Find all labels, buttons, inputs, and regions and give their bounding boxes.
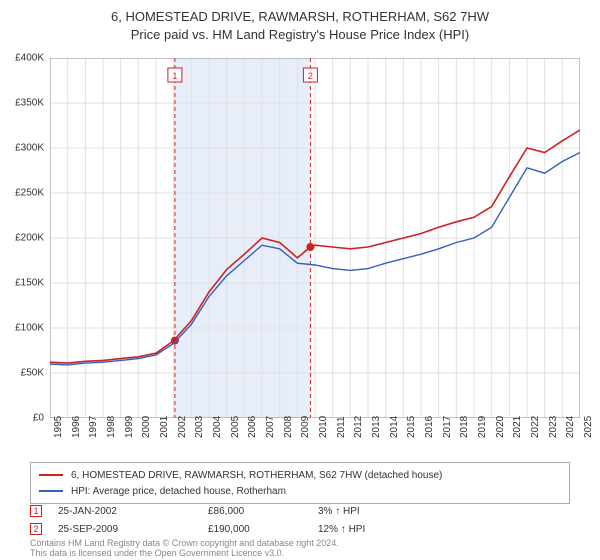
x-tick-label: 2011 [336, 416, 347, 438]
sale-marker-icon: 2 [30, 523, 42, 535]
x-tick-label: 2017 [442, 416, 453, 438]
x-tick-label: 2025 [583, 416, 594, 438]
x-tick-label: 2024 [565, 416, 576, 438]
x-tick-label: 2020 [495, 416, 506, 438]
x-tick-label: 2012 [353, 416, 364, 438]
x-tick-label: 2006 [247, 416, 258, 438]
chart-container: 6, HOMESTEAD DRIVE, RAWMARSH, ROTHERHAM,… [0, 0, 600, 560]
legend-item: HPI: Average price, detached house, Roth… [39, 483, 561, 499]
y-tick-label: £150K [0, 278, 44, 289]
x-axis-labels: 1995199619971998199920002001200220032004… [50, 422, 580, 462]
y-tick-label: £400K [0, 53, 44, 64]
title-line-2: Price paid vs. HM Land Registry's House … [0, 26, 600, 44]
title-line-1: 6, HOMESTEAD DRIVE, RAWMARSH, ROTHERHAM,… [0, 8, 600, 26]
x-tick-label: 1999 [124, 416, 135, 438]
x-tick-label: 1998 [106, 416, 117, 438]
sale-marker-icon: 1 [30, 505, 42, 517]
sale-delta: 3% ↑ HPI [318, 506, 360, 517]
x-tick-label: 2007 [265, 416, 276, 438]
legend-label: 6, HOMESTEAD DRIVE, RAWMARSH, ROTHERHAM,… [71, 470, 442, 481]
y-tick-label: £300K [0, 143, 44, 154]
y-tick-label: £50K [0, 368, 44, 379]
chart-svg: 12 [50, 58, 580, 418]
x-tick-label: 2014 [389, 416, 400, 438]
x-tick-label: 2018 [459, 416, 470, 438]
y-tick-label: £0 [0, 413, 44, 424]
y-tick-label: £100K [0, 323, 44, 334]
sale-row: 1 25-JAN-2002£86,0003% ↑ HPI [30, 502, 570, 520]
x-tick-label: 1996 [71, 416, 82, 438]
legend-swatch [39, 474, 63, 476]
sale-date: 25-SEP-2009 [58, 524, 208, 535]
x-tick-label: 2015 [406, 416, 417, 438]
x-tick-label: 2016 [424, 416, 435, 438]
sale-row: 2 25-SEP-2009£190,00012% ↑ HPI [30, 520, 570, 538]
sale-delta: 12% ↑ HPI [318, 524, 365, 535]
legend-item: 6, HOMESTEAD DRIVE, RAWMARSH, ROTHERHAM,… [39, 467, 561, 483]
x-tick-label: 2004 [212, 416, 223, 438]
y-tick-label: £250K [0, 188, 44, 199]
x-tick-label: 2008 [283, 416, 294, 438]
legend-label: HPI: Average price, detached house, Roth… [71, 486, 286, 497]
x-tick-label: 2003 [194, 416, 205, 438]
footer-line-1: Contains HM Land Registry data © Crown c… [30, 538, 570, 548]
legend: 6, HOMESTEAD DRIVE, RAWMARSH, ROTHERHAM,… [30, 462, 570, 504]
sale-price: £190,000 [208, 524, 318, 535]
x-tick-label: 2002 [177, 416, 188, 438]
x-tick-label: 2013 [371, 416, 382, 438]
svg-text:2: 2 [308, 71, 313, 81]
sale-rows: 1 25-JAN-2002£86,0003% ↑ HPI 2 25-SEP-2009£… [30, 502, 570, 538]
x-tick-label: 2009 [300, 416, 311, 438]
x-tick-label: 1997 [88, 416, 99, 438]
sale-date: 25-JAN-2002 [58, 506, 208, 517]
sale-price: £86,000 [208, 506, 318, 517]
y-tick-label: £200K [0, 233, 44, 244]
x-tick-label: 2023 [548, 416, 559, 438]
x-tick-label: 2005 [230, 416, 241, 438]
x-tick-label: 2001 [159, 416, 170, 438]
x-tick-label: 2000 [141, 416, 152, 438]
x-tick-label: 2022 [530, 416, 541, 438]
x-tick-label: 2010 [318, 416, 329, 438]
legend-swatch [39, 490, 63, 492]
footer-line-2: This data is licensed under the Open Gov… [30, 548, 570, 558]
x-tick-label: 2019 [477, 416, 488, 438]
x-tick-label: 1995 [53, 416, 64, 438]
title-block: 6, HOMESTEAD DRIVE, RAWMARSH, ROTHERHAM,… [0, 0, 600, 44]
svg-text:1: 1 [172, 71, 177, 81]
plot-area: 12 [50, 58, 580, 418]
y-tick-label: £350K [0, 98, 44, 109]
y-axis-labels: £0£50K£100K£150K£200K£250K£300K£350K£400… [0, 58, 48, 418]
x-tick-label: 2021 [512, 416, 523, 438]
footer: Contains HM Land Registry data © Crown c… [30, 538, 570, 559]
